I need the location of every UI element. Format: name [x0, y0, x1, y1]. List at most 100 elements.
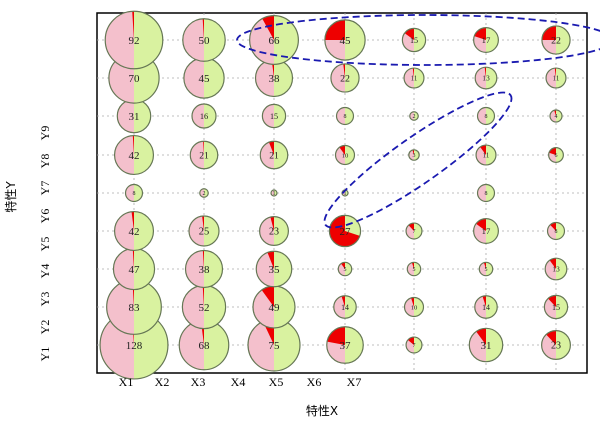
- bubble-red-slice: [408, 223, 414, 231]
- bubble-outline: [468, 327, 504, 363]
- x-tick-label: X6: [307, 375, 322, 389]
- bubble-outline: [113, 134, 155, 176]
- bubble: 47: [112, 247, 156, 291]
- bubble-outline: [405, 222, 423, 240]
- bubble-outline: [184, 249, 224, 289]
- bubble-value-label: 2: [203, 191, 206, 197]
- bubble-outline: [249, 15, 299, 65]
- bubble-outline: [259, 140, 289, 170]
- bubble-value-label: 27: [340, 226, 351, 238]
- bubble: 5: [337, 261, 353, 277]
- bubble-outline: [478, 261, 494, 277]
- y-tick-label: Y9: [38, 126, 52, 141]
- bubble-pink-slice: [262, 104, 274, 128]
- bubble-value-label: 8: [133, 191, 136, 197]
- bubble-value-label: 5: [485, 267, 488, 273]
- bubble-value-label: 47: [129, 264, 141, 276]
- bubble-outline: [330, 63, 360, 93]
- x-tick-label: X2: [155, 375, 170, 389]
- bubble-pink-slice: [113, 248, 134, 290]
- y-tick-label: Y7: [38, 181, 52, 196]
- bubble-pink-slice: [336, 107, 345, 125]
- bubble-red-slice: [548, 295, 556, 307]
- bubble: 15: [261, 103, 287, 129]
- bubble-pink-slice: [477, 184, 486, 202]
- bubble-red-slice: [339, 145, 345, 155]
- bubble-pink-slice: [330, 63, 345, 93]
- bubble-outline: [406, 261, 422, 277]
- bubble-red-slice: [329, 215, 360, 247]
- bubble-red-slice: [341, 262, 345, 269]
- bubble-red-slice: [549, 147, 556, 155]
- bubble: 83: [106, 279, 162, 335]
- bubble-value-label: 23: [269, 227, 279, 238]
- bubble-red-slice: [324, 19, 345, 40]
- bubble-red-slice: [202, 18, 204, 40]
- bubble-value-label: 6: [555, 153, 558, 159]
- bubble: 11: [403, 67, 425, 89]
- bubble-value-label: 11: [483, 151, 490, 159]
- bubble-outline: [182, 18, 226, 62]
- bubble-red-slice: [554, 110, 556, 116]
- bubble: 1: [270, 189, 278, 197]
- bubble: 35: [255, 250, 293, 288]
- bubble: 8: [476, 183, 496, 203]
- annotations: [236, 14, 600, 229]
- bubble-outline: [255, 250, 293, 288]
- bubble-outline: [409, 111, 419, 121]
- bubble: 42: [113, 134, 155, 176]
- bubble-red-slice: [203, 141, 204, 155]
- bubble-outline: [401, 27, 427, 53]
- bubble: 15: [401, 27, 427, 53]
- x-tick-label: X5: [269, 375, 284, 389]
- bubble-value-label: 75: [269, 340, 281, 352]
- bubble-pink-slice: [550, 110, 556, 122]
- bubble-value-label: 52: [199, 302, 210, 314]
- bubble-outline: [270, 189, 278, 197]
- bubble-value-label: 45: [199, 73, 211, 85]
- bubble-value-label: 8: [555, 229, 558, 235]
- bubble-pink-slice: [189, 216, 204, 246]
- bubble-outline: [475, 144, 497, 166]
- bubble: 10: [334, 144, 356, 166]
- bubble-value-label: 8: [344, 114, 347, 120]
- bubble-outline: [326, 326, 364, 364]
- bubble-outline: [541, 330, 571, 360]
- bubble-red-slice: [483, 262, 486, 269]
- x-tick-label: X4: [231, 375, 246, 389]
- bubble: 21: [189, 140, 219, 170]
- y-tick-label: Y6: [38, 209, 52, 224]
- bubble-value-label: 11: [411, 74, 418, 82]
- bubble: 52: [181, 284, 227, 330]
- y-tick-label: Y8: [38, 154, 52, 169]
- bubble-value-label: 25: [199, 227, 210, 238]
- bubble-pink-slice: [255, 59, 274, 97]
- bubble: 31: [116, 98, 152, 134]
- bubble-red-slice: [262, 15, 274, 41]
- bubble-red-slice: [131, 211, 134, 231]
- bubble-outline: [474, 295, 498, 319]
- bubble-outline: [549, 109, 563, 123]
- bubble-pink-slice: [190, 141, 204, 169]
- bubble-pink-slice: [546, 68, 556, 88]
- bubble-red-slice: [550, 222, 556, 231]
- bubble-pink-slice: [256, 251, 274, 287]
- bubble: 22: [330, 63, 360, 93]
- bubble-red-slice: [554, 68, 556, 78]
- bubble-pink-slice: [475, 67, 486, 89]
- bubble: 17: [473, 218, 499, 244]
- bubble-outline: [104, 10, 164, 70]
- bubble-red-slice: [541, 25, 556, 40]
- bubble-red-slice: [482, 295, 486, 307]
- bubble-value-label: 38: [269, 73, 281, 85]
- bubble-pink-slice: [179, 320, 204, 370]
- bubble-pink-slice: [182, 285, 204, 329]
- bubble-red-slice: [474, 27, 486, 40]
- y-tick-label: Y5: [38, 237, 52, 252]
- bubble-outline: [474, 66, 498, 90]
- bubble-value-label: 3: [413, 153, 416, 159]
- bubble-pink-slice: [125, 184, 134, 202]
- bubble-value-label: 10: [342, 152, 349, 159]
